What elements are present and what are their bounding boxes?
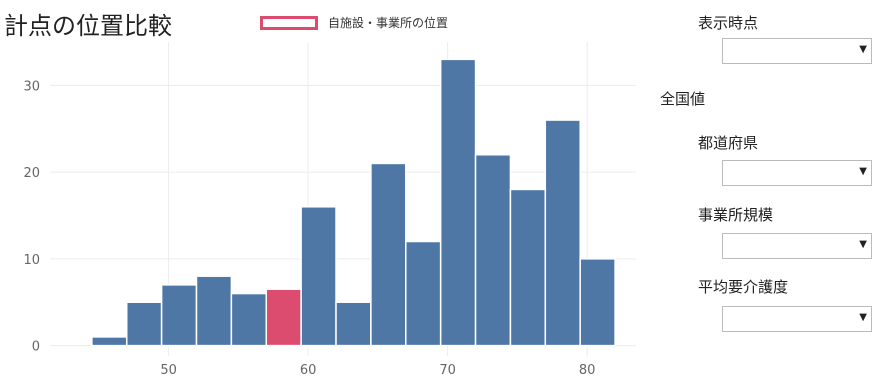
histogram-bar[interactable] <box>509 188 547 347</box>
histogram-bar[interactable] <box>91 336 128 347</box>
care-level-label: 平均要介護度 <box>698 278 789 296</box>
histogram-bar[interactable] <box>160 284 198 347</box>
histogram-bar[interactable] <box>300 206 337 347</box>
x-tick-label: 50 <box>160 363 177 376</box>
display-time-select[interactable]: ▼ <box>722 38 872 64</box>
x-tick-label: 60 <box>300 363 317 376</box>
facility-size-label: 事業所規模 <box>698 206 774 224</box>
histogram-bar[interactable] <box>125 301 163 347</box>
facility-size-select[interactable]: ▼ <box>722 233 872 259</box>
y-tick-label: 0 <box>32 340 40 355</box>
y-tick-label: 30 <box>23 79 40 94</box>
histogram-bar[interactable] <box>370 162 407 347</box>
histogram-bar[interactable] <box>439 58 477 347</box>
histogram-bar[interactable] <box>335 301 372 347</box>
chart-title: 計点の位置比較 <box>4 12 172 40</box>
y-tick-label: 10 <box>23 253 40 268</box>
x-tick-label: 70 <box>439 363 456 376</box>
legend: 自施設・事業所の位置 <box>260 14 448 31</box>
y-tick-label: 20 <box>23 166 40 181</box>
prefecture-label: 都道府県 <box>698 134 759 152</box>
legend-label: 自施設・事業所の位置 <box>328 16 449 30</box>
histogram-bar[interactable] <box>579 258 616 347</box>
legend-swatch <box>260 15 318 30</box>
histogram-bar[interactable] <box>405 240 442 347</box>
histogram-bar[interactable] <box>230 292 268 347</box>
national-label: 全国値 <box>660 90 706 108</box>
prefecture-select[interactable]: ▼ <box>722 160 872 186</box>
histogram-bar[interactable] <box>474 154 512 347</box>
care-level-select[interactable]: ▼ <box>722 306 872 332</box>
display-time-label: 表示時点 <box>698 14 759 32</box>
histogram-bar[interactable] <box>195 275 233 347</box>
highlight-bar[interactable] <box>265 288 302 347</box>
chevron-down-icon: ▼ <box>859 239 867 250</box>
chevron-down-icon: ▼ <box>859 44 867 55</box>
histogram-chart: 0 10 20 30 50 60 70 80 <box>23 42 636 376</box>
histogram-bar[interactable] <box>544 119 581 347</box>
x-tick-label: 80 <box>579 363 596 376</box>
chevron-down-icon: ▼ <box>859 312 867 323</box>
chevron-down-icon: ▼ <box>859 166 867 177</box>
